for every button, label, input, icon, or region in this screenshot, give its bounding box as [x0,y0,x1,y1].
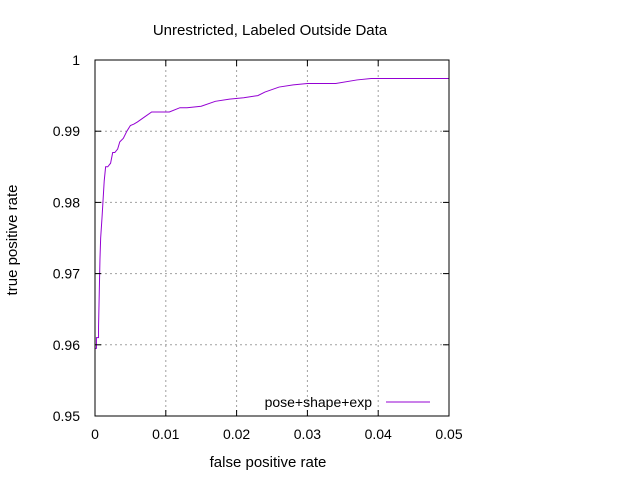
y-tick-label: 0.97 [53,266,80,282]
y-tick-label: 0.99 [53,123,80,139]
x-tick-label: 0 [91,426,99,442]
axis-ticks [94,59,450,417]
series-lines [94,78,449,416]
x-tick-label: 0.04 [365,426,392,442]
x-tick-labels: 0 0.01 0.02 0.03 0.04 0.05 [91,426,463,442]
grid-lines [95,60,449,416]
y-tick-labels: 0.95 0.96 0.97 0.98 0.99 1 [53,52,80,424]
plot-frame [94,59,450,417]
y-tick-label: 0.95 [53,408,80,424]
x-axis-label: false positive rate [210,454,327,471]
y-axis-label: true positive rate [4,185,21,296]
x-tick-label: 0.02 [223,426,250,442]
series-line [94,78,449,416]
legend-label: pose+shape+exp [265,394,373,410]
legend: pose+shape+exp [265,394,430,410]
y-tick-label: 0.98 [53,194,80,210]
x-tick-label: 0.05 [435,426,462,442]
y-tick-label: 0.96 [53,337,80,353]
x-tick-label: 0.03 [294,426,321,442]
chart-title: Unrestricted, Labeled Outside Data [153,22,388,39]
y-tick-label: 1 [72,52,80,68]
x-tick-label: 0.01 [152,426,179,442]
